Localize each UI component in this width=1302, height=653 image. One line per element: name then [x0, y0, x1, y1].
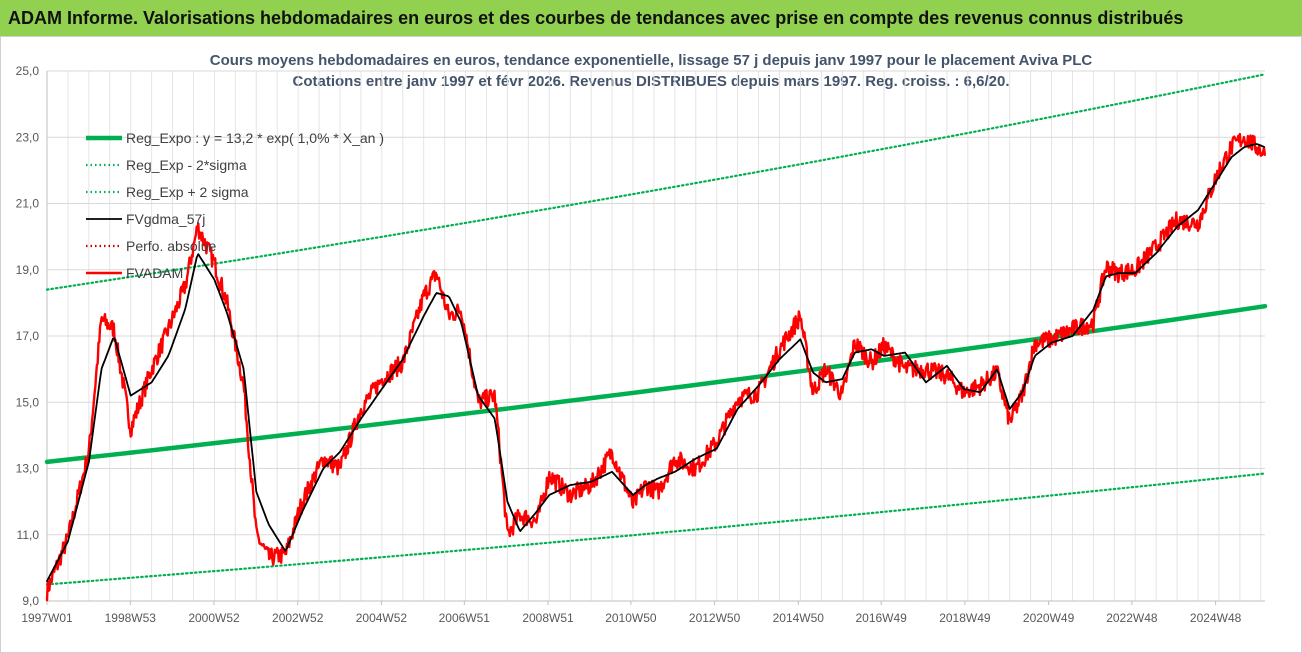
- series-line-fvgdma_57j: [46, 143, 1265, 582]
- x-tick-label: 2024W48: [1190, 611, 1242, 625]
- legend-label: Reg_Expo : y = 13,2 * exp( 1,0% * X_an ): [126, 130, 384, 146]
- series-line-reg_exp: [45, 472, 1267, 586]
- y-tick-label: 19,0: [16, 263, 40, 277]
- legend-label: Reg_Exp - 2*sigma: [126, 157, 247, 173]
- chart-titles: Cours moyens hebdomadaires en euros, ten…: [0, 50, 1302, 92]
- x-tick-label: 2018W49: [939, 611, 991, 625]
- y-tick-label: 15,0: [16, 395, 40, 409]
- y-tick-label: 25,0: [16, 64, 40, 78]
- y-tick-label: 13,0: [16, 462, 40, 476]
- y-tick-label: 11,0: [17, 528, 40, 542]
- x-tick-label: 2008W51: [522, 611, 574, 625]
- x-tick-label: 1998W53: [105, 611, 157, 625]
- y-tick-label: 9,0: [22, 594, 39, 608]
- x-tick-label: 2022W48: [1106, 611, 1158, 625]
- chart-title: Cours moyens hebdomadaires en euros, ten…: [209, 52, 1093, 69]
- x-tick-label: 2016W49: [855, 611, 907, 625]
- legend-label: FVgdma_57j: [126, 211, 205, 227]
- x-tick-label: 2000W52: [188, 611, 240, 625]
- series-line-reg_exp: [45, 73, 1267, 291]
- y-tick-label: 23,0: [16, 130, 40, 144]
- x-tick-label: 2010W50: [605, 611, 657, 625]
- chart-subtitle: Cotations entre janv 1997 et févr 2026. …: [292, 73, 1010, 90]
- y-tick-label: 21,0: [16, 197, 40, 211]
- legend-label: Reg_Exp + 2 sigma: [126, 184, 249, 200]
- x-tick-label: 2014W50: [773, 611, 825, 625]
- x-tick-label: 2006W51: [439, 611, 491, 625]
- x-tick-label: 2012W50: [689, 611, 741, 625]
- x-tick-label: 2020W49: [1023, 611, 1075, 625]
- legend-label: Perfo. absolue: [126, 238, 216, 254]
- report-banner: ADAM Informe. Valorisations hebdomadaire…: [0, 0, 1302, 36]
- legend-label: FVADAM: [126, 265, 183, 281]
- x-tick-label: 1997W01: [21, 611, 73, 625]
- x-tick-label: 2004W52: [356, 611, 408, 625]
- series-line-fvadam: [45, 132, 1267, 602]
- y-tick-label: 17,0: [16, 329, 40, 343]
- x-tick-label: 2002W52: [272, 611, 324, 625]
